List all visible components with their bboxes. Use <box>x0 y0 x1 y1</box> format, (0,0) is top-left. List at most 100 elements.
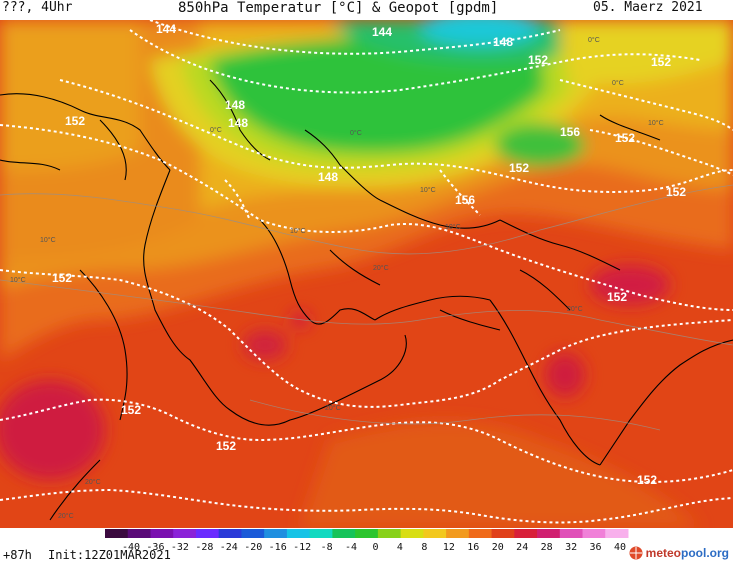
colorbar-swatch <box>127 529 151 538</box>
colorbar-tick-label: 4 <box>397 542 403 553</box>
geopot-label: 152 <box>637 473 657 487</box>
colorbar-swatch <box>332 529 356 538</box>
colorbar-swatch <box>105 529 129 538</box>
colorbar: -40 -36 -32 -28 -24 -20 -16 -12 -8 -4 0 4 8 12 16 20 24 2… <box>105 529 629 553</box>
geopot-label: 144 <box>156 22 176 36</box>
colorbar-tick-label: 40 <box>614 542 626 553</box>
colorbar-tick-label: -32 <box>171 542 189 553</box>
colorbar-tick-label: 16 <box>467 542 479 553</box>
colorbar-swatch <box>514 529 538 538</box>
colorbar-tick-label: -12 <box>293 542 311 553</box>
colorbar-swatch <box>537 529 561 538</box>
geopot-label: 152 <box>666 185 686 199</box>
forecast-hour: +87h <box>3 548 32 562</box>
colorbar-swatch <box>605 529 629 538</box>
colorbar-swatch <box>218 529 242 538</box>
colorbar-tick-label: -36 <box>146 542 164 553</box>
colorbar-ticks: -40 -36 -32 -28 -24 -20 -16 -12 -8 -4 0 4 8 12 16 20 24 2… <box>122 542 626 553</box>
geopot-label: 152 <box>216 439 236 453</box>
temp-label: 10°C <box>290 227 306 235</box>
colorbar-swatch <box>423 529 447 538</box>
colorbar-swatch <box>173 529 197 538</box>
geopot-label: 148 <box>225 98 245 112</box>
colorbar-tick-label: 20 <box>492 542 504 553</box>
colorbar-swatch <box>377 529 402 538</box>
colorbar-swatch <box>446 529 470 538</box>
valid-date: 05. Maerz 2021 <box>593 0 703 15</box>
colorbar-swatch <box>286 529 311 538</box>
geopot-label: 148 <box>493 35 513 49</box>
init-time: Init:12Z01MAR2021 <box>48 548 171 562</box>
temp-label: 10°C <box>420 186 436 194</box>
colorbar-tick-label: 28 <box>541 542 553 553</box>
colorbar-tick-label: 12 <box>443 542 455 553</box>
header-bar: ???, 4Uhr 850hPa Temperatur [°C] & Geopo… <box>0 0 733 20</box>
temp-label: 20°C <box>85 478 101 486</box>
brand-label: pool.org <box>681 546 729 560</box>
colorbar-swatch <box>491 529 515 538</box>
weather-map: 144 144 148 152 148 148 148 152 156 152 … <box>0 20 733 528</box>
colorbar-swatch <box>559 529 584 538</box>
globe-icon <box>629 546 643 560</box>
colorbar-tick-label: -4 <box>345 542 357 553</box>
temp-label: 0°C <box>588 36 600 44</box>
colorbar-tick-label: -24 <box>220 542 238 553</box>
colorbar-tick-label: 36 <box>590 542 602 553</box>
colorbar-tick-label: -40 <box>122 542 140 553</box>
temp-label: 0°C <box>210 126 222 134</box>
colorbar-swatch <box>241 529 265 538</box>
geopot-label: 152 <box>607 290 627 304</box>
run-label: ???, 4Uhr <box>2 0 73 15</box>
temp-label: 0°C <box>612 79 624 87</box>
chart-title: 850hPa Temperatur [°C] & Geopot [gpdm] <box>178 0 499 16</box>
colorbar-tick-label: -28 <box>195 542 213 553</box>
colorbar-swatch <box>195 529 220 538</box>
geopot-label: 152 <box>121 403 141 417</box>
geopot-label: 152 <box>52 271 72 285</box>
colorbar-tick-label: 8 <box>421 542 427 553</box>
colorbar-tick-label: -8 <box>321 542 333 553</box>
temp-label: 0°C <box>350 129 362 137</box>
geopot-label: 156 <box>560 125 580 139</box>
colorbar-swatches <box>105 529 629 538</box>
colorbar-swatch <box>400 529 424 538</box>
geopot-labels: 144 144 148 152 148 148 148 152 156 152 … <box>52 22 686 487</box>
colorbar-tick-label: 0 <box>372 542 378 553</box>
colorbar-swatch <box>355 529 379 538</box>
colorbar-swatch <box>468 529 493 538</box>
colorbar-tick-label: 32 <box>565 542 577 553</box>
colorbar-swatch <box>150 529 174 538</box>
geopot-contours <box>0 20 733 524</box>
colorbar-swatch <box>582 529 606 538</box>
temp-label: 20°C <box>567 305 583 313</box>
colorbar-swatch <box>264 529 288 538</box>
geopot-label: 152 <box>65 114 85 128</box>
coastlines <box>0 79 733 521</box>
temperature-field <box>0 20 733 528</box>
temp-label: 10°C <box>445 223 461 231</box>
brand-text: meteopool.org <box>645 546 729 560</box>
geopot-label: 152 <box>651 55 671 69</box>
colorbar-tick-label: 24 <box>516 542 528 553</box>
geopot-label: 144 <box>372 25 392 39</box>
geopot-label: 152 <box>615 131 635 145</box>
temp-isotherms <box>0 184 733 431</box>
geopot-label: 148 <box>318 170 338 184</box>
geopot-label: 152 <box>509 161 529 175</box>
colorbar-tick-label: -20 <box>244 542 262 553</box>
footer-bar: -40 -36 -32 -28 -24 -20 -16 -12 -8 -4 0 4 8 12 16 20 24 2… <box>0 528 733 566</box>
temp-label: 10°C <box>10 276 26 284</box>
geopot-label: 156 <box>455 193 475 207</box>
geopot-label: 148 <box>228 116 248 130</box>
geopot-label: 152 <box>528 53 548 67</box>
temp-label: 20°C <box>373 264 389 272</box>
brand-logo[interactable]: meteopool.org <box>629 546 729 560</box>
temp-labels: 0°C 0°C 10°C 10°C 10°C 20°C 20°C 20°C 20… <box>10 36 664 520</box>
temp-label: 20°C <box>325 404 341 412</box>
temp-label: 10°C <box>648 119 664 127</box>
colorbar-swatch <box>309 529 333 538</box>
temp-label: 20°C <box>58 512 74 520</box>
map-canvas: 144 144 148 152 148 148 148 152 156 152 … <box>0 20 733 528</box>
temp-label: 10°C <box>40 236 56 244</box>
colorbar-tick-label: -16 <box>269 542 287 553</box>
